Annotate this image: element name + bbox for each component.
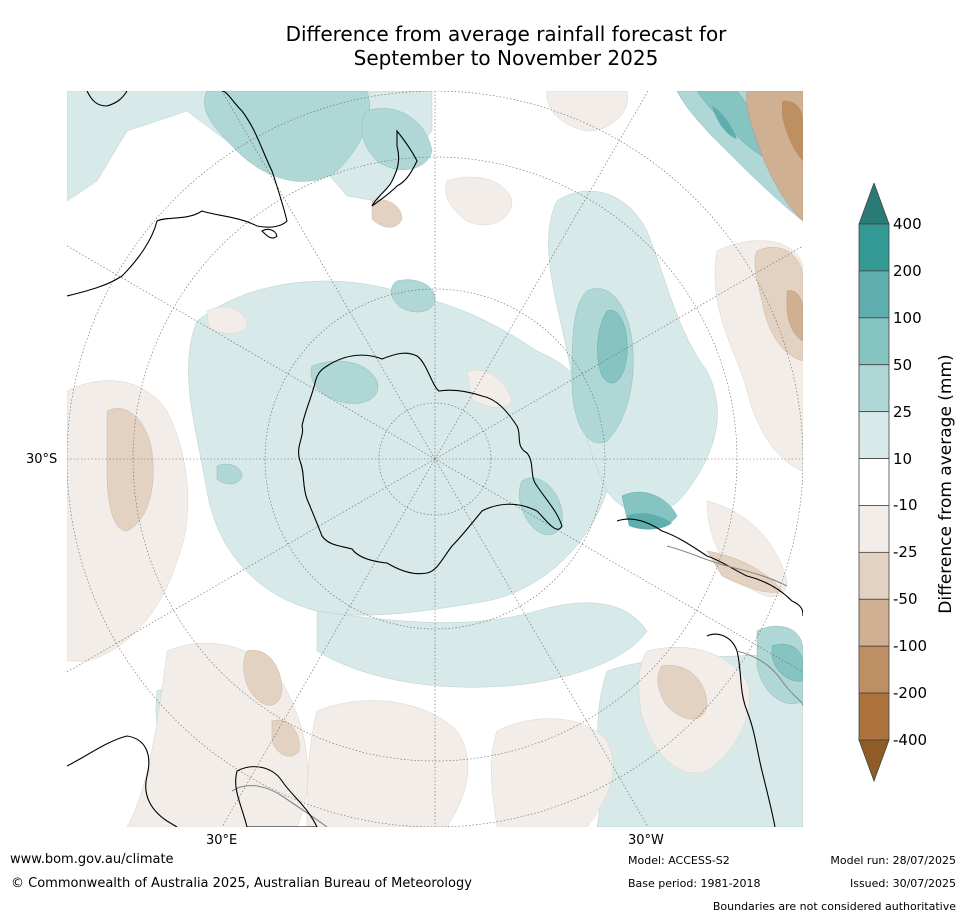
legend-title: Difference from average (mm)	[936, 354, 956, 614]
colorbar-bins	[858, 223, 890, 741]
colorbar-bin	[858, 598, 890, 647]
colorbar-tick-label: -25	[893, 543, 918, 562]
lat-label-30s: 30°S	[26, 452, 58, 467]
footer-issued: Issued: 30/07/2025	[849, 877, 956, 890]
colorbar-tick-label: 50	[893, 355, 913, 374]
rainfall-map	[67, 91, 803, 827]
footer-model: Model: ACCESS-S2	[628, 854, 730, 867]
lon-label-30e: 30°E	[206, 833, 238, 848]
colorbar-bin	[858, 505, 890, 553]
legend-colorbar	[858, 183, 890, 783]
colorbar-bin	[858, 458, 890, 506]
colorbar-tick-label: -200	[893, 684, 928, 703]
country-borders	[231, 545, 803, 827]
colorbar-tick-label: 100	[893, 308, 922, 327]
colorbar-tick-label: 200	[893, 261, 922, 280]
wet-anomaly-medium-regions	[204, 91, 803, 704]
wet-anomaly-very-strong-regions	[627, 106, 737, 530]
colorbar-extend-top	[858, 183, 890, 225]
south-america-coastline	[616, 518, 803, 827]
map-svg	[67, 91, 803, 827]
colorbar-tick-label: 10	[893, 449, 913, 468]
colorbar-bin	[858, 317, 890, 366]
colorbar-extend-bottom	[858, 739, 890, 783]
colorbar-bin	[858, 223, 890, 272]
colorbar-bin	[858, 692, 890, 741]
footer-model-run: Model run: 28/07/2025	[830, 854, 956, 867]
footer-url[interactable]: www.bom.gov.au/climate	[10, 852, 174, 867]
australasia-coastlines	[67, 91, 418, 297]
colorbar-tick-label: -10	[893, 496, 918, 515]
africa-coastline	[67, 735, 178, 827]
colorbar-bin	[858, 645, 890, 694]
madagascar-coastline	[235, 766, 318, 827]
colorbar-tick-label: -400	[893, 731, 928, 749]
footer-copyright: © Commonwealth of Australia 2025, Austra…	[11, 876, 472, 891]
graticule	[67, 91, 803, 827]
colorbar-bin	[858, 551, 890, 600]
colorbar-tick-label: -50	[893, 590, 918, 609]
colorbar-tick-label: -100	[893, 637, 928, 656]
footer-base-period: Base period: 1981-2018	[628, 877, 761, 890]
map-title: Difference from average rainfall forecas…	[150, 22, 862, 70]
footer-disclaimer: Boundaries are not considered authoritat…	[712, 900, 956, 913]
colorbar-bin	[858, 411, 890, 459]
lon-label-30w: 30°W	[628, 833, 664, 848]
title-line-2: September to November 2025	[353, 46, 659, 70]
antarctica-coastline	[298, 352, 563, 575]
dry-anomaly-medium-regions	[106, 199, 803, 757]
dry-anomaly-very-strong-regions	[782, 100, 803, 161]
colorbar-bin	[858, 270, 890, 319]
colorbar-tick-label: 400	[893, 215, 922, 233]
colorbar-bin	[858, 364, 890, 413]
colorbar-tick-label: 25	[893, 402, 913, 421]
title-line-1: Difference from average rainfall forecas…	[285, 22, 727, 46]
